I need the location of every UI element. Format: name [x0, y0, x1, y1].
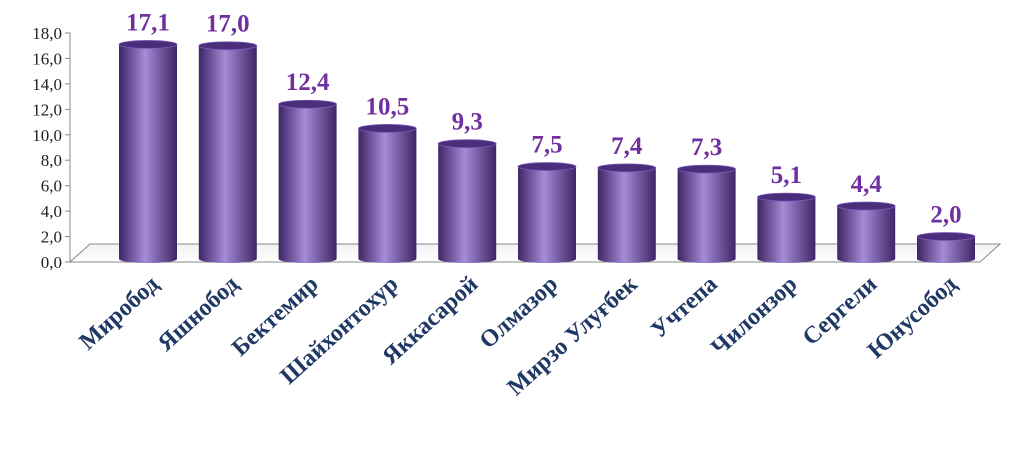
- category-label: Миробод: [75, 271, 164, 355]
- bar: [517, 162, 577, 263]
- value-label: 5,1: [771, 162, 802, 189]
- bar-top: [517, 162, 577, 171]
- value-label: 17,0: [206, 11, 250, 38]
- y-tick-label: 10,0: [32, 126, 62, 145]
- bar-top: [278, 99, 338, 109]
- value-label: 7,3: [691, 134, 722, 161]
- value-label: 10,5: [366, 93, 410, 120]
- bar-body: [358, 128, 417, 263]
- y-tick-label: 2,0: [41, 228, 62, 247]
- bar-body: [438, 143, 497, 263]
- bar-top: [357, 124, 417, 133]
- bar-body: [119, 44, 177, 264]
- value-label: 12,4: [286, 69, 330, 96]
- bar-body: [198, 45, 257, 263]
- bar: [757, 192, 816, 263]
- category-labels: МирободЯшнободБектемирШайхонтохурЯккасар…: [75, 271, 962, 401]
- bar-top: [118, 40, 178, 49]
- bar: [677, 164, 736, 263]
- value-labels: 17,1 17,0 12,4 10,5 9,3 7,5 7,4 7,3 5,1 4,4 2,0: [126, 9, 962, 228]
- y-tick-label: 18,0: [32, 24, 62, 43]
- value-label: 4,4: [851, 171, 883, 198]
- y-tick-label: 16,0: [32, 49, 62, 68]
- bar: [278, 99, 338, 263]
- bar-top: [916, 232, 976, 241]
- y-tick-label: 8,0: [41, 151, 62, 170]
- y-tick-label: 6,0: [41, 177, 62, 196]
- bar-body: [757, 197, 816, 263]
- bar: [437, 139, 497, 263]
- value-label: 9,3: [452, 109, 483, 136]
- bar-top: [437, 139, 497, 149]
- bar: [836, 201, 896, 263]
- bar-top: [757, 192, 816, 202]
- bar-top: [677, 164, 736, 174]
- bars: [118, 40, 976, 264]
- bar-body: [597, 167, 656, 263]
- y-tick-label: 4,0: [41, 202, 62, 221]
- bar: [357, 124, 417, 263]
- category-label: Юнусобод: [863, 271, 962, 364]
- bar: [597, 163, 657, 263]
- bar-body: [518, 166, 576, 263]
- bar: [916, 232, 976, 263]
- bar-top: [597, 163, 657, 173]
- category-label: Учтепа: [646, 271, 722, 343]
- value-label: 2,0: [930, 202, 961, 229]
- bar-top: [836, 201, 896, 211]
- value-label: 7,4: [611, 133, 643, 160]
- bar-body: [837, 206, 896, 263]
- y-tick-label: 14,0: [32, 75, 62, 94]
- bar-body: [917, 236, 975, 263]
- y-tick-label: 0,0: [41, 253, 62, 272]
- value-label: 7,5: [531, 132, 562, 159]
- y-axis: 0,0 2,0 4,0 6,0 8,0 10,0 12,0 14,0 16,0 18,0: [32, 24, 71, 272]
- y-tick-label: 12,0: [32, 100, 62, 119]
- bar: [118, 40, 178, 264]
- bar-body: [278, 104, 337, 263]
- value-label: 17,1: [126, 9, 170, 36]
- category-label: Чилонзор: [707, 271, 803, 361]
- bar-top: [198, 41, 258, 51]
- bar: [198, 41, 258, 263]
- bar-body: [677, 169, 736, 263]
